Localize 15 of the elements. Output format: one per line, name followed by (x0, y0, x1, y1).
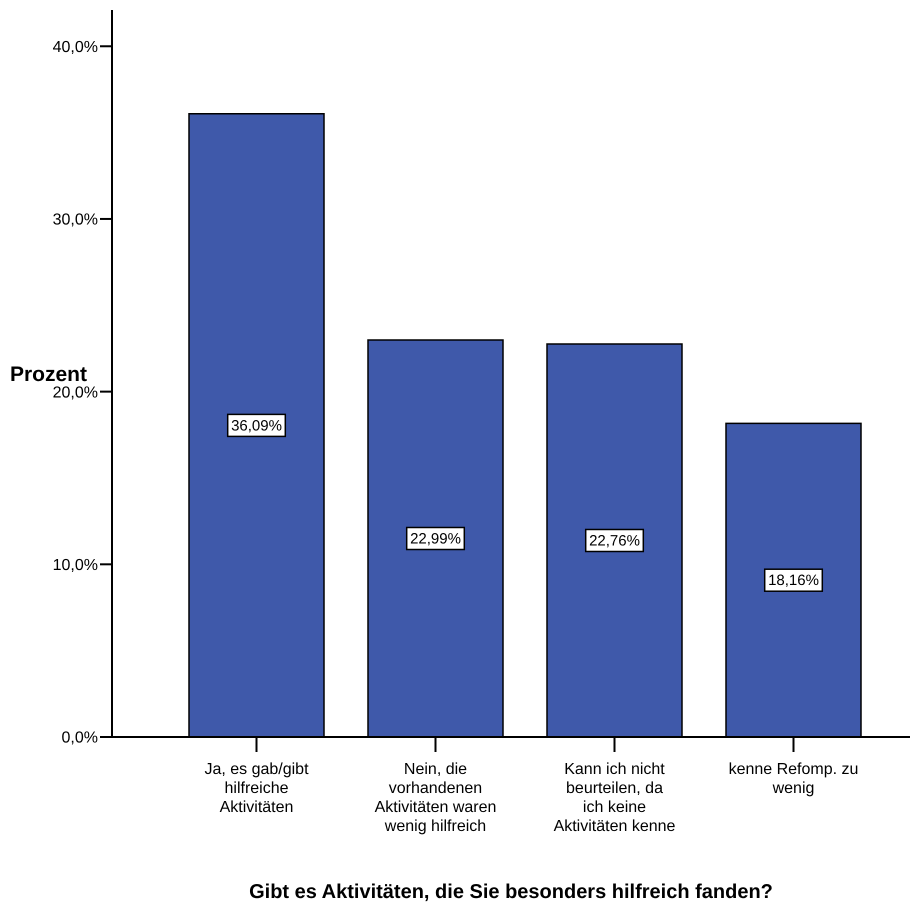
y-tick-label: 40,0% (52, 38, 98, 56)
y-axis-title: Prozent (10, 362, 88, 386)
data-label: 22,99% (410, 530, 461, 548)
x-tick-label: Ja, es gab/gibt hilfreiche Aktivitäten (204, 761, 310, 816)
x-tick-label: Kann ich nicht beurteilen, da ich keine Aktivitäten kenne (554, 761, 676, 835)
data-label: 18,16% (768, 572, 819, 590)
x-tick-label: Nein, die vorhandenen Aktivitäten waren wenig hilfreich (374, 761, 496, 835)
y-tick-label: 10,0% (52, 556, 98, 574)
x-tick-label: kenne Refomp. zu wenig (728, 761, 858, 797)
data-label: 36,09% (231, 417, 282, 434)
data-label: 22,76% (589, 532, 640, 550)
y-tick-label: 20,0% (52, 384, 98, 402)
y-tick-label: 0,0% (62, 730, 98, 747)
y-tick-label: 30,0% (52, 212, 98, 229)
x-axis-title: Gibt es Aktivitäten, die Sie besonders hilfreich fanden? (249, 881, 773, 903)
